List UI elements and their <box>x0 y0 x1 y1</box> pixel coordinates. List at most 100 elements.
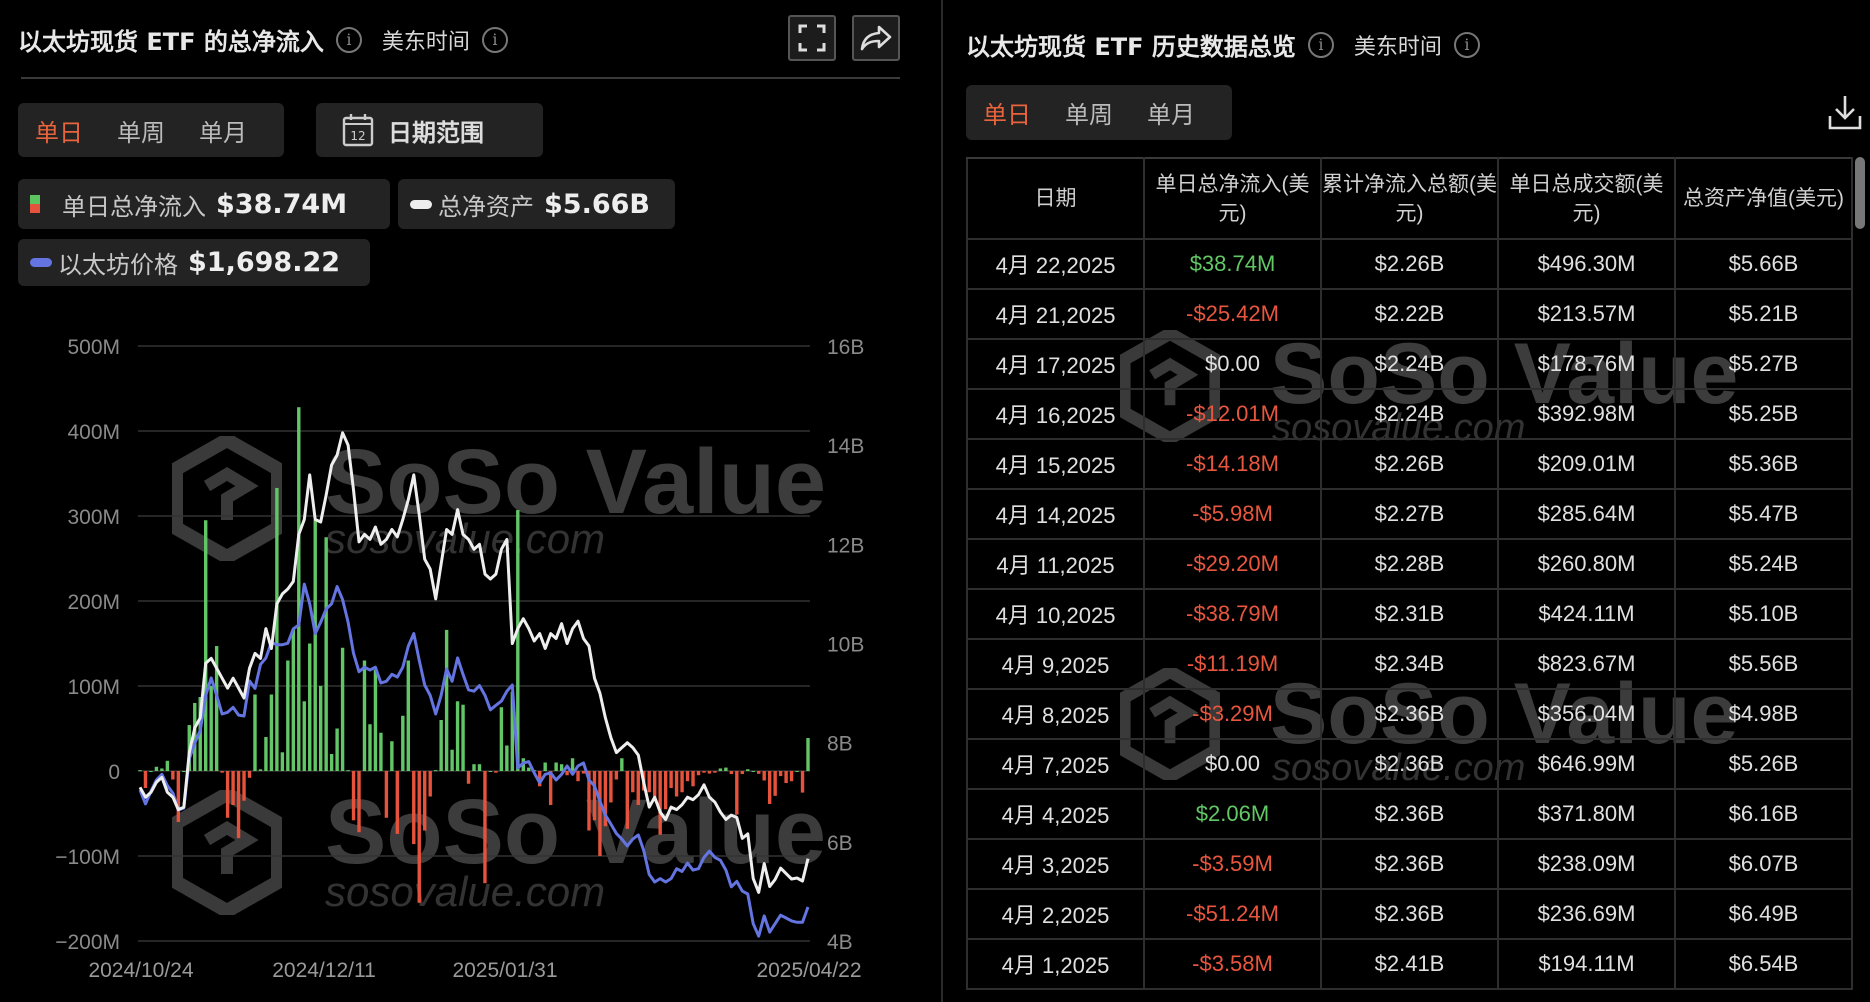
inflow-bar <box>379 732 383 771</box>
inflow-bar <box>713 771 717 773</box>
column-header[interactable]: 累计净流入总额(美元) <box>1320 157 1499 240</box>
date-cell: 4月 8,2025 <box>966 688 1145 740</box>
right-axis-tick: 4B <box>827 931 853 954</box>
legend-net-assets[interactable]: 总净资产 $5.66B <box>398 179 675 229</box>
inflow-bar <box>390 741 394 771</box>
volume-cell: $371.80M <box>1497 788 1676 840</box>
chart-title: 以太坊现货 ETF 的总净流入 <box>18 28 324 56</box>
column-header[interactable]: 日期 <box>966 157 1145 240</box>
daily-inflow-cell: $38.74M <box>1143 238 1322 290</box>
left-axis-tick: −100M <box>55 846 120 869</box>
inflow-bar <box>658 771 662 835</box>
fullscreen-icon <box>798 24 826 52</box>
column-header[interactable]: 单日总净流入(美元) <box>1143 157 1322 240</box>
inflow-bar <box>308 643 312 771</box>
inflow-bar <box>373 669 378 771</box>
date-cell: 4月 2,2025 <box>966 888 1145 940</box>
inflow-bar <box>362 660 367 771</box>
tab-daily[interactable]: 单日 <box>983 101 1031 129</box>
legend-daily-inflow[interactable]: 单日总净流入 $38.74M <box>18 179 390 229</box>
tab-monthly[interactable]: 单月 <box>1147 101 1195 129</box>
watermark-brand: SoSo Value <box>325 781 827 883</box>
inflow-bar <box>762 771 766 781</box>
cumulative-inflow-cell: $2.22B <box>1320 288 1499 340</box>
tab-weekly[interactable]: 单周 <box>117 118 165 147</box>
inflow-bar <box>368 724 372 771</box>
inflow-bar <box>428 771 432 797</box>
inflow-bar <box>160 768 164 771</box>
cumulative-inflow-cell: $2.41B <box>1320 938 1499 990</box>
inflow-bar <box>384 771 389 818</box>
column-header[interactable]: 总资产净值(美元) <box>1674 157 1853 240</box>
share-button[interactable] <box>852 15 900 61</box>
inflow-bar <box>417 771 421 903</box>
volume-cell: $285.64M <box>1497 488 1676 540</box>
fullscreen-button[interactable] <box>788 15 836 61</box>
daily-inflow-cell: $0.00 <box>1143 338 1322 390</box>
table-row: 4月 15,2025 -$14.18M $2.26B $209.01M $5.36B <box>966 438 1853 490</box>
legend-label: 单日总净流入 <box>62 192 206 221</box>
inflow-bar <box>636 771 640 805</box>
net-assets-cell: $5.10B <box>1674 588 1853 640</box>
inflow-bar <box>472 764 476 771</box>
inflow-bar <box>674 771 679 797</box>
date-range-button[interactable]: 12 日期范围 <box>316 103 543 157</box>
info-icon[interactable]: i <box>481 26 508 53</box>
timezone-label: 美东时间 <box>1353 34 1442 60</box>
inflow-bar <box>138 770 142 772</box>
inflow-bar <box>329 754 334 771</box>
sosovalue-logo-icon <box>172 790 282 915</box>
cumulative-inflow-cell: $2.36B <box>1320 688 1499 740</box>
inflow-bar <box>778 771 783 777</box>
column-header[interactable]: 单日总成交额(美元) <box>1497 157 1676 240</box>
date-range-label: 日期范围 <box>388 118 484 147</box>
volume-cell: $424.11M <box>1497 588 1676 640</box>
inflow-bar <box>625 771 630 829</box>
inflow-bar <box>614 771 619 780</box>
share-icon <box>860 25 892 51</box>
right-axis-tick: 10B <box>827 634 864 657</box>
inflow-bar <box>253 694 257 771</box>
cumulative-inflow-cell: $2.26B <box>1320 438 1499 490</box>
info-icon[interactable]: i <box>335 26 362 53</box>
scrollbar-thumb[interactable] <box>1855 157 1865 229</box>
inflow-bar <box>204 520 208 771</box>
table-row: 4月 7,2025 $0.00 $2.36B $646.99M $5.26B <box>966 738 1853 790</box>
date-cell: 4月 22,2025 <box>966 238 1145 290</box>
info-icon[interactable]: i <box>1453 31 1480 58</box>
table-row: 4月 17,2025 $0.00 $2.24B $178.76M $5.27B <box>966 338 1853 390</box>
info-icon[interactable]: i <box>1307 31 1334 58</box>
table-row: 4月 9,2025 -$11.19M $2.34B $823.67M $5.56B <box>966 638 1853 690</box>
inflow-bar <box>735 771 739 815</box>
history-table: 日期 单日总净流入(美元) 累计净流入总额(美元) 单日总成交额(美元) 总资产净值(美… <box>966 157 1853 990</box>
inflow-bar <box>324 537 328 771</box>
download-icon[interactable] <box>1828 94 1862 130</box>
inflow-bar <box>663 771 668 810</box>
left-axis-tick: 400M <box>67 421 120 444</box>
x-axis-tick: 2025/04/22 <box>756 959 861 982</box>
inflow-bar <box>182 771 186 772</box>
inflow-bar <box>302 701 306 771</box>
cumulative-inflow-cell: $2.24B <box>1320 388 1499 440</box>
inflow-bar <box>258 769 263 771</box>
inflow-bar <box>231 771 235 805</box>
date-cell: 4月 11,2025 <box>966 538 1145 590</box>
inflow-bar <box>286 660 290 771</box>
x-axis-tick: 2024/10/24 <box>88 959 193 982</box>
volume-cell: $178.76M <box>1497 338 1676 390</box>
volume-cell: $823.67M <box>1497 638 1676 690</box>
inflow-bar <box>784 771 788 784</box>
left-axis-tick: 500M <box>67 336 120 359</box>
tab-weekly[interactable]: 单周 <box>1065 101 1113 129</box>
cumulative-inflow-cell: $2.36B <box>1320 888 1499 940</box>
inflow-bar <box>433 770 438 772</box>
inflow-bar <box>477 764 482 771</box>
legend-eth-price[interactable]: 以太坊价格 $1,698.22 <box>18 239 370 286</box>
volume-cell: $209.01M <box>1497 438 1676 490</box>
right-axis-tick: 8B <box>827 733 853 756</box>
tab-daily[interactable]: 单日 <box>35 118 83 147</box>
tab-monthly[interactable]: 单月 <box>199 118 247 147</box>
net-assets-cell: $5.47B <box>1674 488 1853 540</box>
daily-inflow-cell: -$29.20M <box>1143 538 1322 590</box>
volume-cell: $646.99M <box>1497 738 1676 790</box>
